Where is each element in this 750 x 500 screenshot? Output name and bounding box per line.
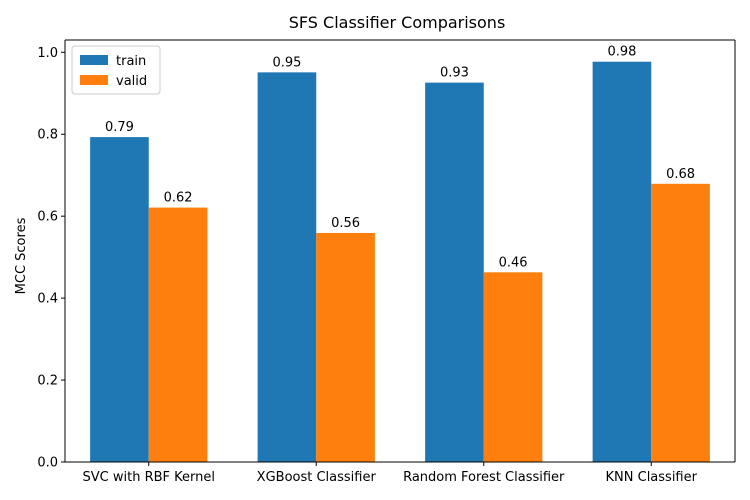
bar-train [90, 137, 149, 463]
bar-valid [148, 207, 208, 462]
x-tick-label: KNN Classifier [606, 470, 698, 485]
bar-train [425, 82, 484, 462]
legend: train valid [71, 45, 161, 95]
x-tick-label: XGBoost Classifier [257, 470, 377, 485]
data-label-valid: 0.46 [499, 255, 528, 270]
chart-title: SFS Classifier Comparisons [289, 13, 506, 32]
data-label-train: 0.93 [440, 66, 469, 81]
data-label-train: 0.95 [272, 55, 301, 70]
data-label-train: 0.98 [607, 45, 636, 60]
y-tick-label: 0.8 [37, 128, 58, 143]
y-tick-label: 0.6 [37, 210, 58, 225]
data-label-valid: 0.56 [331, 216, 360, 231]
y-tick-label: 0.0 [37, 456, 58, 471]
x-tick-label: SVC with RBF Kernel [83, 470, 215, 485]
data-label-train: 0.79 [105, 120, 134, 135]
bar-valid [651, 183, 710, 462]
y-tick-label: 0.4 [37, 292, 58, 307]
bar-train [257, 72, 317, 462]
legend-label-train: train [116, 54, 146, 69]
legend-swatch-train [80, 55, 108, 65]
data-label-valid: 0.62 [164, 191, 193, 206]
legend-swatch-valid [80, 75, 108, 85]
y-axis-label: MCC Scores [14, 217, 29, 294]
y-tick-label: 0.2 [37, 374, 58, 389]
plot-area: 0.79 0.95 0.93 0.98 0.62 0.56 0.46 0.68 0.0 0.2 0.… [37, 39, 736, 485]
data-label-valid: 0.68 [666, 167, 695, 182]
x-tick-label: Random Forest Classifier [403, 470, 565, 485]
bar-train [592, 61, 652, 462]
bar-valid [316, 232, 375, 462]
bar-valid [483, 272, 543, 462]
y-tick-label: 1.0 [37, 46, 58, 61]
legend-label-valid: valid [116, 74, 147, 89]
